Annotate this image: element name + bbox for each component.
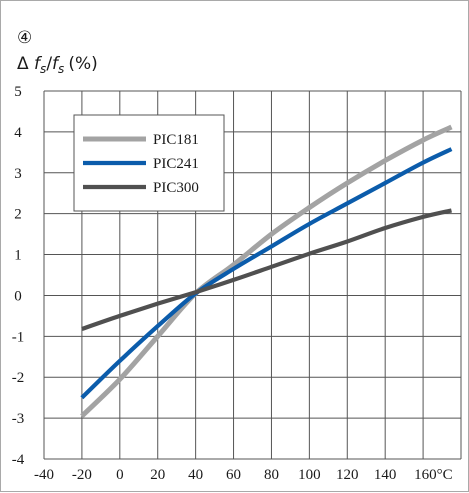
x-tick-label: 80 (264, 467, 279, 483)
x-tick-label: 140 (374, 467, 397, 483)
x-tick-label: -40 (34, 467, 54, 483)
series-layer (80, 124, 453, 418)
y-tick-label: 4 (14, 125, 22, 141)
x-tick-label: 20 (150, 467, 165, 483)
legend-label: PIC181 (153, 132, 199, 148)
y-tick-label: 2 (14, 207, 22, 223)
legend-label: PIC241 (153, 156, 199, 172)
y-ticks: -4 -3 -2 -1 0 1 2 3 4 5 (12, 84, 25, 468)
y-tick-label: 3 (14, 166, 22, 182)
x-tick-label: 100 (298, 467, 321, 483)
y-tick-label: -3 (12, 411, 25, 427)
x-tick-label: 60 (226, 467, 241, 483)
panel-marker: ④ (17, 28, 32, 48)
y-tick-label: 0 (14, 288, 22, 304)
legend-label: PIC300 (153, 180, 199, 196)
series-line-pic300 (81, 208, 452, 331)
y-tick-label: 1 (14, 248, 22, 264)
x-tick-label: 40 (188, 467, 203, 483)
x-ticks: -40 -20 0 20 40 60 80 100 120 140 160°C (34, 467, 453, 483)
y-tick-label: -1 (12, 329, 25, 345)
x-tick-label: 160°C (414, 467, 453, 483)
y-tick-label: 5 (14, 84, 22, 100)
legend: PIC181 PIC241 PIC300 (73, 114, 225, 212)
x-tick-label: 120 (336, 467, 359, 483)
series-line-pic241 (80, 147, 453, 400)
x-tick-label: 0 (116, 467, 124, 483)
y-tick-label: -4 (12, 452, 25, 468)
series-line-pic181 (80, 124, 453, 418)
y-axis-label: Δ fs/fs (%) (17, 54, 98, 76)
x-tick-label: -20 (72, 467, 92, 483)
y-tick-label: -2 (12, 370, 25, 386)
grid (43, 90, 462, 460)
